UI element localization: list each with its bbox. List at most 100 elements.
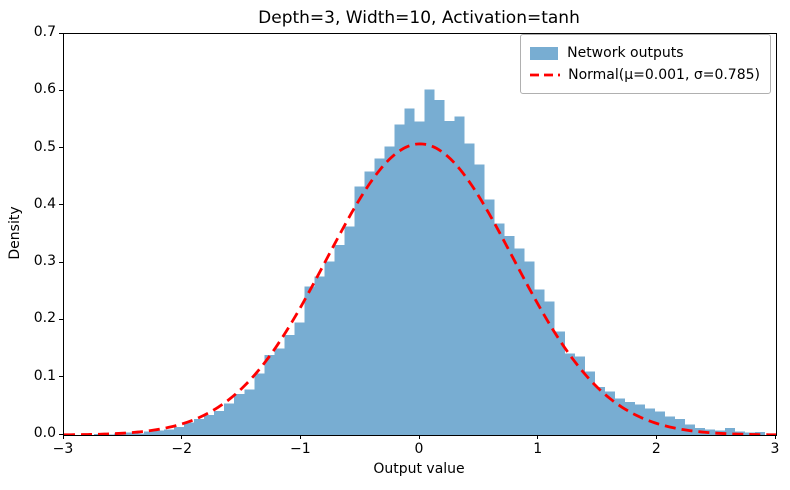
y-tick-label: 0.2: [33, 310, 56, 327]
x-tick-mark: [537, 435, 539, 439]
plot-area: [63, 33, 777, 436]
histogram-bar: [584, 371, 595, 435]
y-tick-label: 0.7: [33, 24, 56, 40]
x-tick-label: 2: [651, 441, 661, 457]
x-axis-label: Output value: [373, 461, 465, 477]
histogram-bar: [454, 116, 465, 435]
dashed-line-icon: [530, 73, 561, 77]
y-tick-mark: [59, 32, 63, 34]
y-tick-label: 0.1: [33, 367, 56, 384]
normal-curve-line: [64, 142, 776, 435]
y-tick-label: 0.4: [33, 195, 56, 212]
histogram-bar: [154, 430, 165, 435]
y-axis-label: Density: [7, 206, 23, 260]
histogram-bar: [354, 186, 365, 435]
histogram-bar: [725, 428, 736, 435]
histogram-bar: [124, 432, 135, 435]
histogram-bar: [244, 389, 255, 435]
histogram-bar: [234, 393, 245, 435]
legend-label-histogram: Network outputs: [567, 45, 684, 61]
histogram-bar: [634, 404, 645, 435]
x-tick-label: 3: [770, 441, 780, 457]
histogram-bar: [704, 429, 715, 435]
histogram-bar: [204, 414, 215, 435]
histogram-bar: [504, 236, 515, 435]
histogram-bar: [144, 431, 155, 435]
x-tick-mark: [418, 435, 420, 439]
histogram-bar: [294, 322, 305, 435]
histogram-bar: [194, 418, 205, 435]
histogram-bar: [464, 143, 475, 435]
x-tick-mark: [655, 435, 657, 439]
histogram-swatch-icon: [530, 46, 559, 60]
histogram-bar: [384, 146, 395, 435]
y-tick-label: 0.5: [33, 138, 56, 155]
histogram-bar: [394, 124, 405, 435]
y-tick-mark: [59, 376, 63, 378]
histogram-bar: [424, 89, 435, 435]
histogram-bar: [264, 354, 275, 435]
histogram-bar: [334, 244, 345, 435]
legend-label-normal: Normal(μ=0.001, σ=0.785): [568, 67, 760, 83]
y-tick-mark: [59, 147, 63, 149]
y-tick-label: 0.3: [33, 253, 56, 270]
y-tick-label: 0.6: [33, 81, 56, 98]
x-tick-label: −3: [52, 441, 74, 457]
y-tick-mark: [59, 261, 63, 263]
histogram-bar: [364, 171, 375, 435]
y-tick-mark: [59, 89, 63, 91]
x-tick-label: 0: [414, 441, 424, 457]
histogram-bar: [374, 158, 385, 435]
histogram-bar: [134, 433, 145, 435]
x-tick-label: 1: [533, 441, 543, 457]
x-tick-mark: [62, 435, 64, 439]
histogram-bar: [494, 223, 505, 435]
histogram-bar: [674, 418, 685, 435]
histogram-bar: [614, 398, 625, 435]
histogram-bar: [214, 410, 225, 435]
histogram-bar: [314, 276, 325, 435]
histogram-bar: [104, 434, 115, 435]
histogram-bar: [654, 411, 665, 435]
histogram-bar: [324, 261, 335, 435]
x-tick-mark: [774, 435, 776, 439]
histogram-bar: [564, 353, 575, 435]
histogram-bar: [344, 226, 355, 435]
y-tick-mark: [59, 433, 63, 435]
histogram-bar: [624, 401, 635, 435]
histogram-bar: [604, 391, 615, 435]
legend-entry-histogram: Network outputs: [530, 42, 760, 64]
histogram-bar: [414, 121, 425, 435]
histogram-bar: [514, 248, 525, 435]
histogram-bar: [474, 164, 485, 435]
plot-canvas: [64, 89, 776, 435]
histogram-bar: [404, 108, 415, 435]
y-tick-label: 0.0: [33, 425, 56, 441]
x-tick-label: −2: [171, 441, 193, 457]
histogram-bar: [484, 199, 495, 435]
y-tick-mark: [59, 318, 63, 320]
histogram-bar: [284, 334, 295, 435]
histogram-bar: [164, 429, 175, 435]
histogram-bar: [594, 386, 605, 435]
histogram-bar: [444, 121, 455, 435]
x-tick-mark: [181, 435, 183, 439]
legend-entry-normal: Normal(μ=0.001, σ=0.785): [530, 64, 760, 86]
histogram-bar: [174, 426, 185, 435]
histogram-bars: [94, 89, 766, 435]
y-tick-mark: [59, 204, 63, 206]
x-tick-mark: [299, 435, 301, 439]
histogram-bar: [524, 261, 535, 435]
histogram-bar: [254, 373, 265, 435]
histogram-bar: [544, 301, 555, 435]
chart-title: Depth=3, Width=10, Activation=tanh: [258, 8, 580, 28]
histogram-bar: [554, 331, 565, 435]
legend: Network outputs Normal(μ=0.001, σ=0.785): [520, 34, 771, 94]
histogram-bar: [184, 422, 195, 435]
histogram-bar: [274, 348, 285, 435]
x-tick-label: −1: [289, 441, 311, 457]
histogram-bar: [224, 403, 235, 435]
histogram-bar: [534, 289, 545, 435]
histogram-bar: [574, 356, 585, 435]
